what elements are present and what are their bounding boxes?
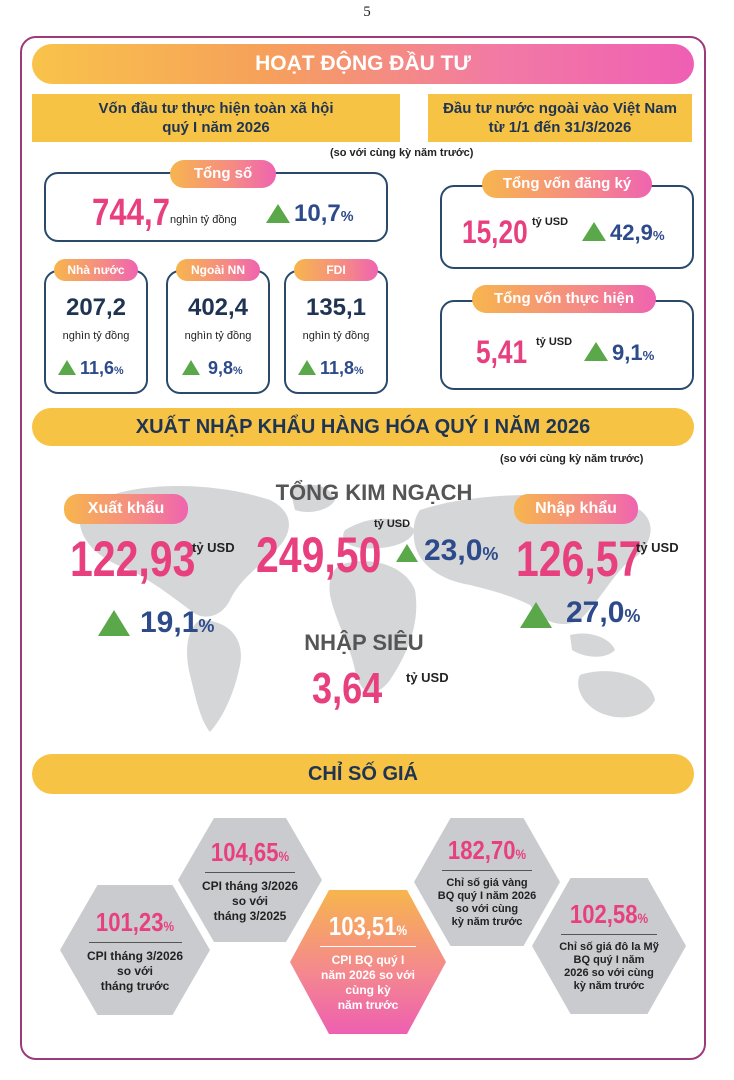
export-change: 19,1% <box>140 606 215 639</box>
export-unit: tỷ USD <box>192 540 235 555</box>
price-index-banner: CHỈ SỐ GIÁ <box>32 754 694 794</box>
usd-index-value: 102,58% <box>569 899 649 929</box>
usd-index-label: Chỉ số giá đô la Mỹ BQ quý I năm 2026 so v… <box>559 941 659 992</box>
non-state-value: 402,4 <box>187 294 249 321</box>
cpi-month-value: 101,23% <box>95 906 175 937</box>
world-map-illustration <box>79 484 655 732</box>
cpi-month-label: CPI tháng 3/2026 so với tháng trước <box>86 948 184 993</box>
up-arrow-icon <box>266 204 290 223</box>
divider <box>441 870 533 871</box>
header-line-2: quý I năm 2026 <box>162 119 270 136</box>
up-arrow-icon <box>58 360 76 375</box>
cpi-yoy-hexagon: 104,65% CPI tháng 3/2026 so với tháng 3/20… <box>178 818 322 942</box>
total-change: 10,7% <box>294 200 354 227</box>
total-label: Tổng số <box>170 160 276 188</box>
total-turnover-label: TỔNG KIM NGẠCH <box>275 480 473 505</box>
trade-deficit-value: 3,64 <box>312 664 383 713</box>
import-change: 27,0% <box>566 596 641 629</box>
registered-change: 42,9% <box>610 220 665 245</box>
page-frame <box>20 36 706 1060</box>
state-label: Nhà nước <box>54 259 138 281</box>
up-arrow-icon <box>582 222 606 241</box>
comparison-note: (so với cùng kỳ năm trước) <box>330 147 474 159</box>
state-unit: nghìn tỷ đồng <box>62 330 130 342</box>
disbursed-change: 9,1% <box>612 340 655 365</box>
trade-deficit-label: NHẬP SIÊU <box>304 630 424 655</box>
non-state-unit: nghìn tỷ đồng <box>184 330 252 342</box>
up-arrow-icon <box>520 602 552 628</box>
fdi-label: FDI <box>294 259 378 281</box>
disbursed-label: Tổng vốn thực hiện <box>472 285 656 313</box>
trade-banner: XUẤT NHẬP KHẨU HÀNG HÓA QUÝ I NĂM 2026 <box>32 408 694 446</box>
trade-comparison-note: (so với cùng kỳ năm trước) <box>500 453 644 465</box>
non-state-change: 9,8% <box>208 358 243 378</box>
total-value: 744,7 <box>92 192 170 234</box>
gold-index-label: Chỉ số giá vàng BQ quý I năm 2026 so với c… <box>437 877 537 928</box>
export-value: 122,93 <box>70 531 196 587</box>
fdi-change: 11,8% <box>320 358 364 378</box>
state-value: 207,2 <box>65 294 127 321</box>
import-value: 126,57 <box>516 531 642 587</box>
cpi-quarter-value: 103,51% <box>328 911 408 941</box>
registered-unit: tỷ USD <box>532 216 569 228</box>
up-arrow-icon <box>98 610 130 636</box>
fdi-header: Đầu tư nước ngoài vào Việt Nam từ 1/1 đến… <box>428 94 692 142</box>
import-unit: tỷ USD <box>636 540 679 555</box>
usd-index-hexagon: 102,58% Chỉ số giá đô la Mỹ BQ quý I năm 2… <box>532 878 686 1014</box>
fdi-value: 135,1 <box>305 294 367 321</box>
divider <box>319 946 417 947</box>
header-line-1: Vốn đầu tư thực hiện toàn xã hội <box>98 100 334 117</box>
up-arrow-icon <box>298 360 316 375</box>
divider <box>561 934 657 935</box>
disbursed-value: 5,41 <box>476 334 528 370</box>
up-arrow-icon <box>396 544 418 562</box>
divider <box>205 871 295 873</box>
cpi-yoy-value: 104,65% <box>210 836 290 867</box>
import-label: Nhập khẩu <box>514 494 638 524</box>
registered-value: 15,20 <box>462 214 528 250</box>
trade-deficit-unit: tỷ USD <box>406 670 449 685</box>
total-turnover-unit: tỷ USD <box>374 518 411 530</box>
cpi-yoy-label: CPI tháng 3/2026 so với tháng 3/2025 <box>201 878 299 923</box>
gold-index-value: 182,70% <box>447 835 527 865</box>
page-number: 5 <box>363 4 371 20</box>
export-label: Xuất khẩu <box>64 494 188 524</box>
registered-label: Tổng vốn đăng ký <box>482 170 652 198</box>
cpi-month-hexagon: 101,23% CPI tháng 3/2026 so với tháng trướ… <box>60 885 210 1015</box>
investment-banner: HOẠT ĐỘNG ĐẦU TƯ <box>32 44 694 84</box>
domestic-investment-header: Vốn đầu tư thực hiện toàn xã hội quý I nă… <box>32 94 400 142</box>
state-change: 11,6% <box>80 358 124 378</box>
total-turnover-value: 249,50 <box>256 527 382 583</box>
total-unit: nghìn tỷ đồng <box>170 214 237 226</box>
non-state-investment-box <box>166 270 270 394</box>
header-line-1: Đầu tư nước ngoài vào Việt Nam <box>443 100 677 117</box>
up-arrow-icon <box>182 360 200 375</box>
disbursed-unit: tỷ USD <box>536 336 573 348</box>
total-turnover-change: 23,0% <box>424 534 499 567</box>
non-state-label: Ngoài NN <box>176 259 260 281</box>
up-arrow-icon <box>584 342 608 361</box>
fdi-unit: nghìn tỷ đồng <box>302 330 370 342</box>
header-line-2: từ 1/1 đến 31/3/2026 <box>488 119 632 136</box>
divider <box>88 941 182 943</box>
